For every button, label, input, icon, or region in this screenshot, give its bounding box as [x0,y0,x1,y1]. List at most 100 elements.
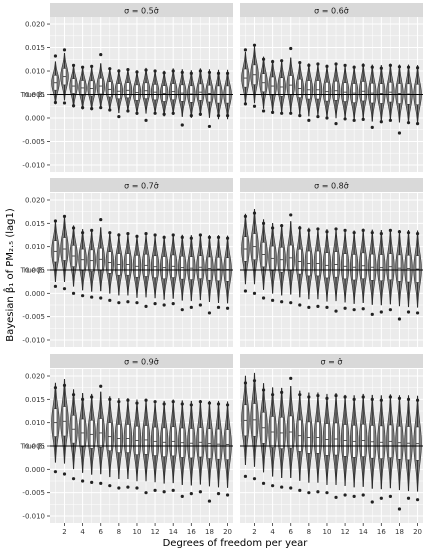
outlier-point [361,228,365,232]
outlier-point [307,305,311,309]
outlier-point [379,66,383,70]
y-tick-label: 0.010 [25,68,45,76]
outlier-point [280,59,284,63]
x-tick-label: 10 [133,528,142,536]
outlier-point [379,310,383,314]
outlier-point [117,486,121,490]
x-tick-label: 2 [252,528,256,536]
outlier-point [153,488,157,492]
outlier-point [135,301,139,305]
outlier-point [397,131,402,135]
outlier-point [153,111,157,115]
outlier-point [406,231,411,235]
outlier-point [180,235,184,239]
outlier-point [415,232,420,236]
outlier-point [90,295,94,299]
x-tick-label: 14 [359,528,368,536]
outlier-point [289,46,293,51]
outlier-point [361,307,365,311]
outlier-point [53,284,58,288]
outlier-point [370,65,374,69]
outlier-point [189,236,193,240]
outlier-point [334,122,338,126]
outlier-point [162,235,166,239]
outlier-point [216,114,221,118]
outlier-point [189,492,193,496]
outlier-point [343,63,347,67]
outlier-point [189,114,193,118]
y-tick-label: -0.005 [22,489,45,497]
reference-line-label: True β₁ [20,443,46,451]
strip-label: σ = 0.9σ̂ [124,357,159,367]
outlier-point [415,66,420,70]
outlier-point [370,125,374,129]
strip-label: σ = 0.6σ̂ [314,6,349,16]
outlier-point [271,226,275,230]
outlier-point [90,64,94,68]
outlier-point [289,213,293,217]
outlier-point [171,69,175,73]
x-tick-label: 12 [341,528,350,536]
outlier-point [180,308,184,312]
outlier-point [117,114,121,119]
outlier-point [406,310,411,314]
outlier-point [90,106,94,111]
outlier-point [207,70,212,75]
outlier-point [99,481,103,485]
outlier-point [108,67,112,71]
outlier-point [180,70,184,75]
outlier-point [216,235,221,239]
outlier-point [370,312,374,316]
outlier-point [252,211,257,215]
outlier-point [62,214,67,218]
strip-background [50,178,233,192]
outlier-point [379,496,383,500]
strip-background [240,178,423,192]
outlier-point [126,68,130,72]
outlier-point [198,400,202,404]
outlier-point [99,384,103,388]
outlier-point [189,71,193,75]
outlier-point [252,43,257,47]
outlier-point [90,480,94,484]
y-tick-label: -0.005 [22,138,45,146]
panel-6: σ = σ̂ 2 4 6 8 10 12 14 16 18 20 [240,354,423,536]
outlier-point [126,300,130,304]
strip-label: σ = 0.8σ̂ [314,181,349,191]
outlier-point [207,235,212,239]
outlier-point [135,70,139,74]
strip-background [50,3,233,17]
outlier-point [243,474,248,478]
outlier-point [99,218,103,222]
outlier-point [216,402,221,406]
outlier-point [126,232,130,236]
outlier-point [243,289,248,293]
outlier-point [343,306,347,310]
outlier-point [289,301,293,305]
outlier-point [370,500,374,504]
outlier-point [289,486,293,490]
outlier-point [162,112,166,116]
outlier-point [280,300,284,304]
outlier-point [370,231,374,235]
outlier-point [153,69,157,73]
y-axis-title: Bayesian β̂₁ of PM₂.₅ (lag1) [2,208,16,342]
outlier-point [352,118,356,122]
outlier-point [189,305,193,309]
outlier-point [117,301,121,305]
outlier-point [126,109,130,113]
x-tick-label: 8 [307,528,311,536]
outlier-point [298,114,302,118]
outlier-point [316,490,320,494]
outlier-point [388,494,392,498]
outlier-point [298,303,302,307]
outlier-point [99,106,103,110]
outlier-point [316,62,320,66]
outlier-point [225,114,230,118]
x-tick-label: 14 [169,528,178,536]
outlier-point [261,296,266,300]
outlier-point [53,100,58,105]
outlier-point [261,221,266,225]
outlier-point [90,228,94,232]
